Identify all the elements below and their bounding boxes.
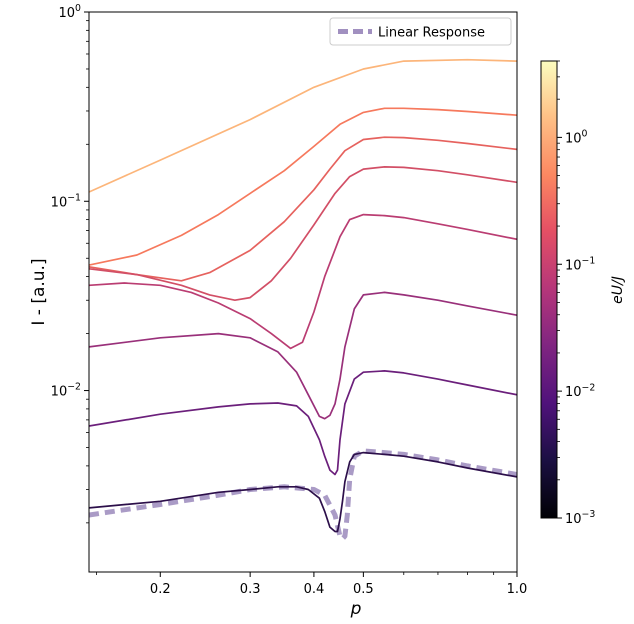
- colorbar-tick-label: 100: [565, 129, 588, 147]
- series-line-7: [89, 370, 517, 476]
- series-line-5: [89, 213, 517, 350]
- y-tick-label: 10−1: [51, 192, 81, 210]
- plot-lines: [89, 58, 517, 542]
- colorbar-tick-label: 10−2: [565, 382, 595, 400]
- x-tick-label: 1.0: [507, 582, 528, 597]
- series-line-8: [89, 451, 517, 533]
- x-tick-label: 0.5: [353, 582, 374, 597]
- x-tick-label: 0.2: [150, 582, 171, 597]
- colorbar: 100 10−1 10−2 10−3 eU/J: [540, 60, 626, 527]
- colorbar-tick-label: 10−3: [565, 509, 595, 527]
- x-tick-label: 0.4: [304, 582, 325, 597]
- series-line-3: [89, 136, 517, 282]
- series-line-4: [89, 166, 517, 302]
- legend: Linear Response: [329, 17, 512, 46]
- legend-box: [329, 17, 512, 46]
- legend-label-linear-response: Linear Response: [378, 26, 485, 41]
- series-linear-response: [89, 448, 517, 542]
- x-tick-label: 0.3: [240, 582, 261, 597]
- y-axis: 100 10−1 10−2: [51, 3, 89, 524]
- y-tick-label: 100: [59, 3, 82, 21]
- series-line-2: [89, 107, 517, 266]
- y-tick-label: 10−2: [51, 382, 81, 400]
- series-line-6: [89, 291, 517, 420]
- x-axis-label: p: [350, 599, 362, 619]
- colorbar-label: eU/J: [610, 276, 626, 304]
- y-axis-label: I - [a.u.]: [29, 258, 49, 325]
- colorbar-gradient: [540, 60, 558, 519]
- colorbar-tick-label: 10−1: [565, 255, 595, 273]
- plot-frame: [88, 11, 518, 573]
- colorbar-ticks: 100 10−1 10−2 10−3: [557, 60, 595, 527]
- x-axis: 0.2 0.3 0.4 0.5 1.0: [96, 572, 528, 597]
- series-line-1: [89, 58, 517, 193]
